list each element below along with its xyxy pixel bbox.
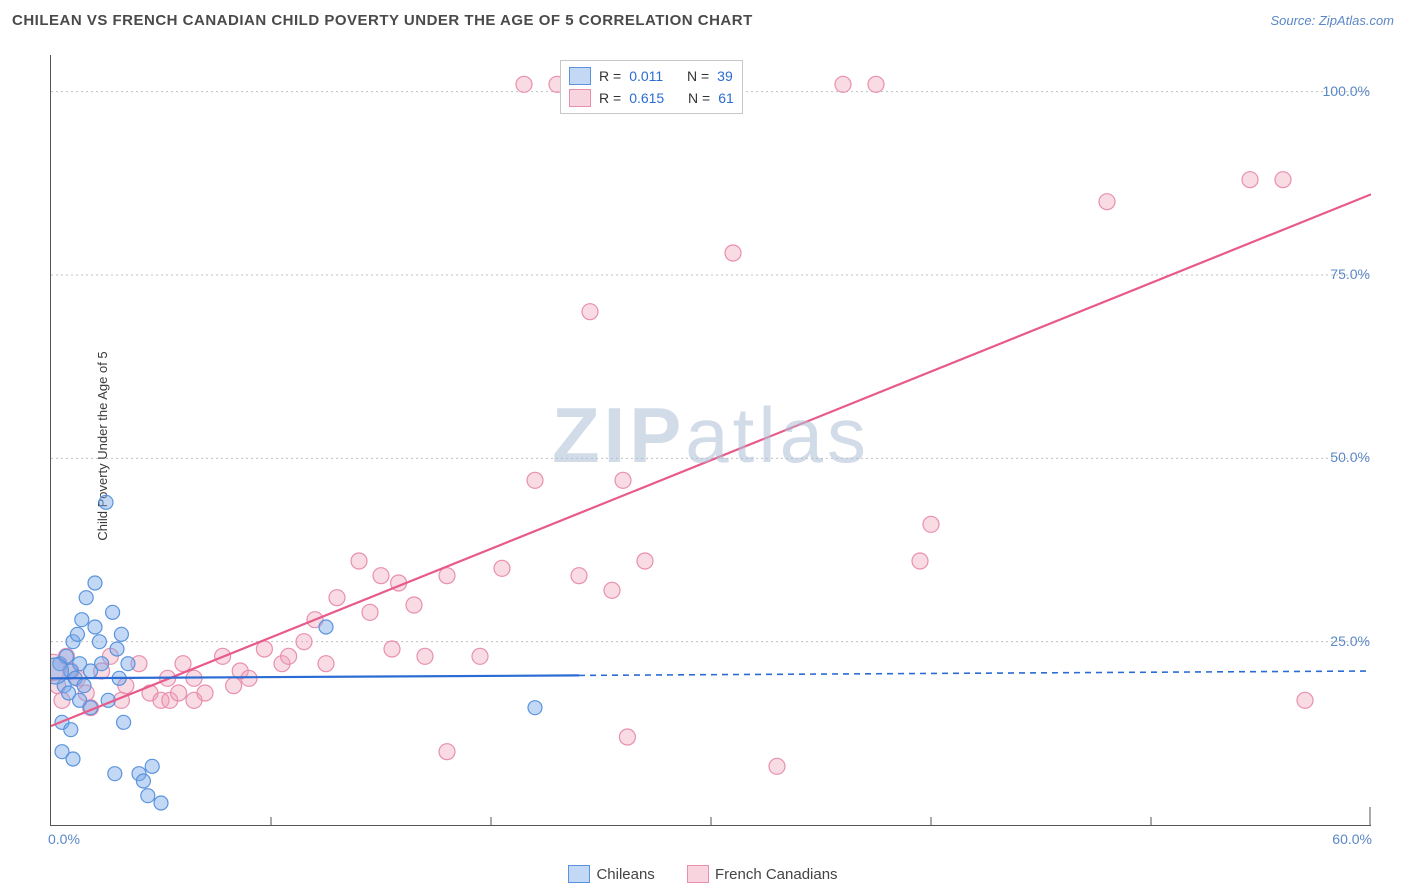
plot-svg (51, 55, 1371, 825)
plot-area: ZIPatlas (50, 55, 1371, 826)
legend-label-french-canadians: French Canadians (715, 866, 838, 883)
n-value-chileans: 39 (717, 65, 733, 87)
y-tick-label: 50.0% (1310, 449, 1370, 465)
x-tick-label: 60.0% (1320, 831, 1372, 847)
legend-swatch-pink (569, 89, 591, 107)
legend-label-chileans: Chileans (596, 866, 654, 883)
legend-row-chileans: R = 0.011 N = 39 (569, 65, 734, 87)
r-value-french-canadians: 0.615 (629, 87, 664, 109)
legend-swatch-blue (569, 67, 591, 85)
n-value-french-canadians: 61 (718, 87, 734, 109)
legend-row-french-canadians: R = 0.615 N = 61 (569, 87, 734, 109)
r-label: R = (599, 87, 621, 109)
source-label: Source: ZipAtlas.com (1270, 13, 1394, 28)
title-bar: CHILEAN VS FRENCH CANADIAN CHILD POVERTY… (0, 0, 1406, 40)
legend-statistics: R = 0.011 N = 39 R = 0.615 N = 61 (560, 60, 743, 114)
n-label: N = (687, 65, 709, 87)
chart-title: CHILEAN VS FRENCH CANADIAN CHILD POVERTY… (12, 12, 753, 29)
y-tick-label: 25.0% (1310, 633, 1370, 649)
n-label: N = (688, 87, 710, 109)
x-tick-label: 0.0% (48, 831, 80, 847)
legend-item-french-canadians: French Canadians (687, 865, 838, 883)
legend-swatch-pink (687, 865, 709, 883)
y-tick-label: 100.0% (1310, 83, 1370, 99)
legend-swatch-blue (568, 865, 590, 883)
legend-item-chileans: Chileans (568, 865, 654, 883)
legend-series: Chileans French Canadians (0, 865, 1406, 887)
r-label: R = (599, 65, 621, 87)
y-tick-label: 75.0% (1310, 266, 1370, 282)
r-value-chileans: 0.011 (629, 65, 663, 87)
